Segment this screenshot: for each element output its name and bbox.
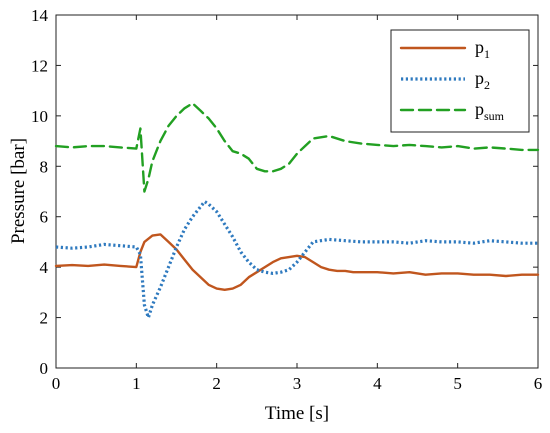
x-tick-label: 5 xyxy=(453,374,462,393)
y-tick-label: 10 xyxy=(31,107,48,126)
y-tick-label: 4 xyxy=(40,258,49,277)
x-axis-label: Time [s] xyxy=(265,403,329,424)
y-axis-label: Pressure [bar] xyxy=(8,138,29,244)
y-tick-label: 6 xyxy=(40,208,49,227)
x-tick-label: 0 xyxy=(52,374,61,393)
series-layer xyxy=(54,102,540,320)
series-line-p1 xyxy=(54,233,540,291)
series-line-psum xyxy=(54,102,540,193)
legend-label-main: p xyxy=(475,37,484,57)
legend-label-subscript: 1 xyxy=(484,47,490,61)
y-tick-label: 12 xyxy=(31,56,48,75)
legend-box xyxy=(390,29,530,133)
legend-label-subscript: 2 xyxy=(484,78,490,92)
legend-label-main: p xyxy=(475,99,484,119)
legend-label-subscript: sum xyxy=(484,109,505,123)
x-tick-label: 4 xyxy=(373,374,382,393)
x-tick-label: 3 xyxy=(293,374,302,393)
legend-label-p2: p2 xyxy=(475,68,490,92)
legend-label-psum: psum xyxy=(475,99,505,123)
y-tick-label: 14 xyxy=(31,6,49,25)
series-line-p2 xyxy=(55,200,538,320)
x-tick-label: 2 xyxy=(212,374,221,393)
legend-label-p1: p1 xyxy=(475,37,490,61)
x-tick-label: 6 xyxy=(534,374,543,393)
y-tick-label: 2 xyxy=(40,309,49,328)
y-tick-label: 8 xyxy=(40,157,49,176)
x-axis-ticks: 0 1 2 3 4 5 6 xyxy=(52,15,543,393)
x-tick-label: 1 xyxy=(132,374,141,393)
y-tick-label: 0 xyxy=(40,359,49,378)
legend-label-main: p xyxy=(475,68,484,88)
